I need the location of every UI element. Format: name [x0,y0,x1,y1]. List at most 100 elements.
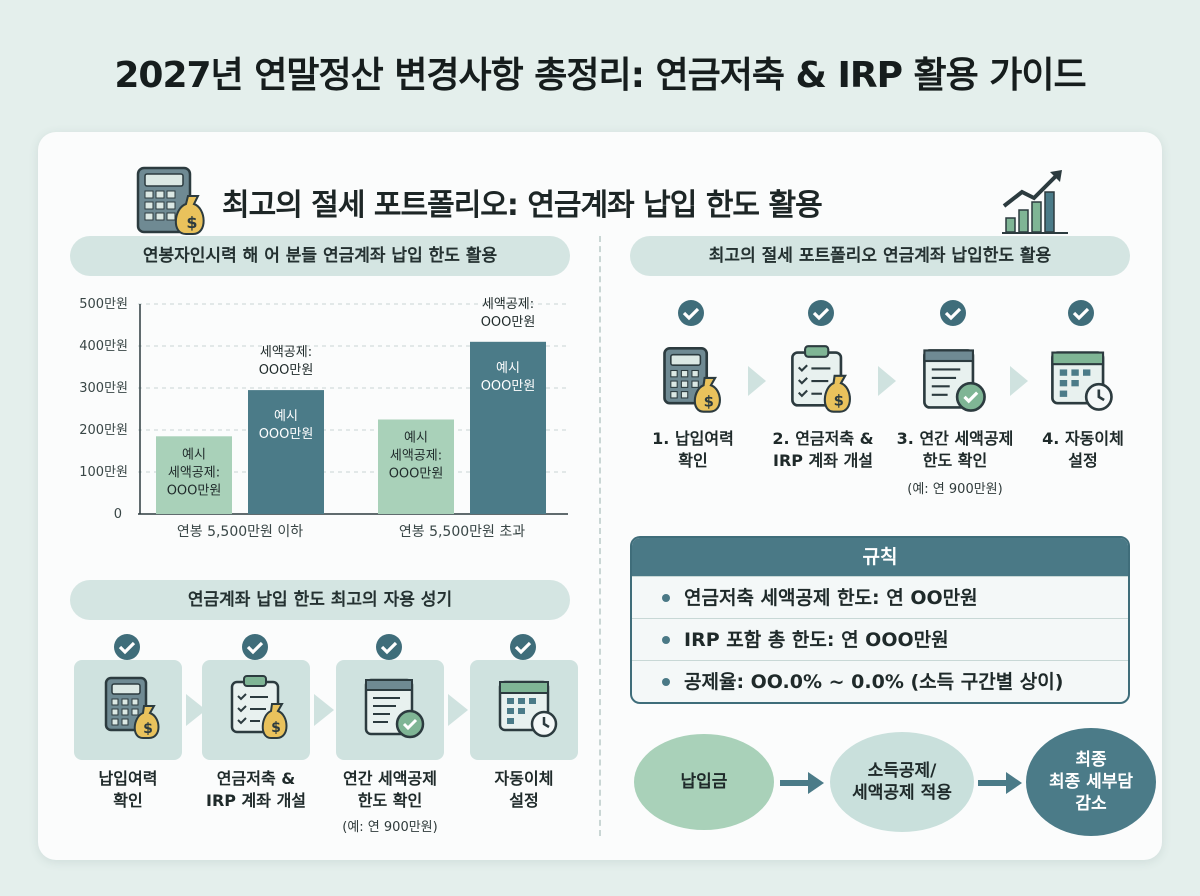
column-divider [599,236,601,836]
bar-label: 예시 세액공제: OOO만원 [389,431,444,482]
chevron-right-icon [1010,366,1028,396]
flow-text: 최종 세부담 [1048,772,1134,792]
flow-node-deduction: 소득공제/ 세액공제 적용 [830,732,974,832]
x-category-label: 연봉 5,500만원 이하 [177,524,303,538]
growth-chart-icon [1002,170,1068,234]
step-label-line: 설정 [1068,451,1098,470]
step-label-line: 3. 연간 세액공제 [896,429,1014,448]
step-label-line: 4. 자동이체 [1042,429,1124,448]
step-label-line: 설정 [509,791,539,810]
svg-text:$: $ [186,213,197,232]
x-category-label: 연봉 5,500만원 초과 [399,524,525,538]
chevron-right-icon [448,694,468,726]
document-check-icon [923,349,986,412]
check-circle-icon [376,634,402,660]
card-header: $ 최고의 절세 포트폴리오: 연금계좌 납입 한도 활용 [38,150,1162,235]
flow-text: 최종 [1075,750,1107,770]
svg-text:$: $ [704,393,714,410]
chevron-right-icon [748,366,766,396]
check-circle-icon [1068,300,1094,326]
calculator-money-icon: $ [136,166,205,235]
svg-text:$: $ [834,392,844,409]
check-circle-icon [678,300,704,326]
page-title: 2027년 연말정산 변경사항 총정리: 연금저축 & IRP 활용 가이드 [114,55,1086,96]
bar [378,419,454,514]
checklist-money-icon: $ [230,675,288,739]
bar [156,436,232,514]
step-label-line: 1. 납입여력 [652,429,734,448]
bar-label: 예시 OOO만원 [259,409,314,442]
chart-section-pill: 연봉자인시력 해 어 분들 연금계좌 납입 한도 활용 [70,236,570,276]
y-tick-label: 300만원 [79,381,128,396]
flow-text: 납입금 [680,772,728,792]
bullet-icon [662,594,670,602]
step-label-line: 확인 [678,451,708,470]
bullet-icon [662,678,670,686]
step-note: (예: 연 900만원) [342,820,438,835]
steps-section-pill: 연금계좌 납입 한도 최고의 자용 성기 [70,580,570,620]
rule-text: 공제율: OO.0% ~ 0.0% (소득 구간별 상이) [684,671,1064,693]
checklist-money-icon: $ [791,345,851,413]
content-card: $ 최고의 절세 포트폴리오: 연금계좌 납입 한도 활용 연봉자인시력 해 어… [38,132,1162,860]
rule-item: 공제율: OO.0% ~ 0.0% (소득 구간별 상이) [632,660,1128,702]
flow-text: 감소 [1075,794,1107,814]
step-label: 2. 연금저축 & IRP 계좌 개설 [748,428,898,472]
flow-node-payment: 납입금 [634,734,774,830]
y-tick-label: 100만원 [79,465,128,480]
step-label-line: 2. 연금저축 & [772,429,874,448]
arrow-right-icon [780,772,824,794]
step-label-line: 연간 세액공제 [343,769,437,788]
bullet-icon [662,636,670,644]
bar-top-label: 세액공제: OOO만원 [481,297,536,330]
right-steps-pill: 최고의 절세 포트폴리오 연금계좌 납입한도 활용 [630,236,1130,276]
bar [248,390,324,514]
svg-text:$: $ [271,720,281,736]
step-label: 연금저축 & IRP 계좌 개설 [182,768,330,812]
step-label-line: IRP 계좌 개설 [772,451,874,470]
flow-node-final: 최종 최종 세부담 감소 [1026,728,1156,836]
y-tick-label: 0 [114,507,122,522]
chevron-right-icon [314,694,334,726]
check-circle-icon [510,634,536,660]
check-circle-icon [114,634,140,660]
rule-text: IRP 포함 총 한도: 연 OOO만원 [684,629,949,651]
step-label-line: 한도 확인 [357,791,423,810]
calculator-money-icon: $ [663,347,721,413]
step-label: 납입여력 확인 [54,768,202,812]
calendar-clock-icon [1051,351,1113,411]
step-label-line: 자동이체 [494,769,554,788]
calendar-clock-icon [498,680,558,738]
arrow-right-icon [978,772,1022,794]
check-circle-icon [940,300,966,326]
flow-text: 세액공제 적용 [852,783,952,803]
bar [470,341,546,514]
calculator-money-icon: $ [104,676,160,739]
rule-text: 연금저축 세액공제 한도: 연 OO만원 [684,587,978,609]
y-tick-label: 200만원 [79,423,128,438]
y-tick-label: 500만원 [79,297,128,312]
svg-text:$: $ [143,721,153,737]
chevron-right-icon [186,694,206,726]
bar-label: 예시 OOO만원 [481,361,536,394]
rule-item: IRP 포함 총 한도: 연 OOO만원 [632,618,1128,660]
chevron-right-icon [878,366,896,396]
step-label-line: IRP 계좌 개설 [205,791,307,810]
step-label-line: 확인 [113,791,143,810]
rules-title: 규칙 [632,538,1128,576]
card-title: 최고의 절세 포트폴리오: 연금계좌 납입 한도 활용 [222,188,823,223]
step-label-line: 한도 확인 [922,451,988,470]
bar-label: 예시 세액공제: OOO만원 [167,447,222,498]
document-check-icon [364,678,425,739]
check-circle-icon [808,300,834,326]
flow-text: 소득공제/ [867,761,937,781]
rules-box: 규칙 연금저축 세액공제 한도: 연 OO만원 IRP 포함 총 한도: 연 O… [630,536,1130,704]
bar-top-label: 세액공제: OOO만원 [259,345,314,378]
rule-item: 연금저축 세액공제 한도: 연 OO만원 [632,576,1128,618]
step-label-line: 연금저축 & [216,769,296,788]
check-circle-icon [242,634,268,660]
